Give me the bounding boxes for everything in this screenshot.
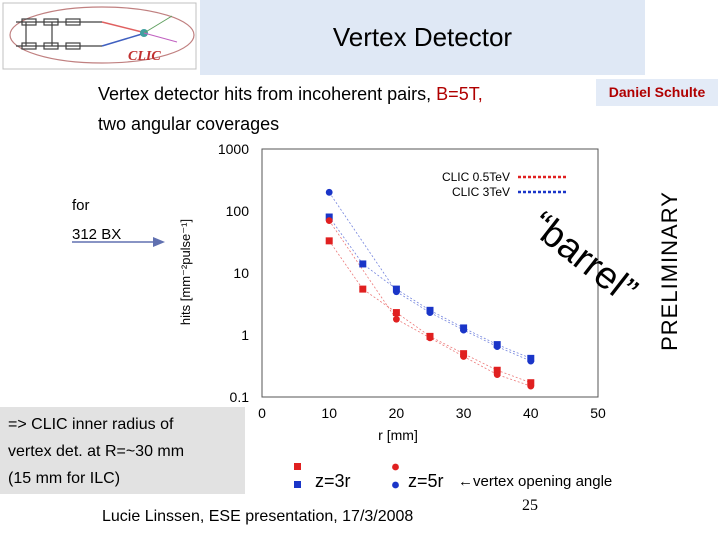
data-point (392, 309, 400, 317)
legend-marker-red (294, 463, 301, 470)
data-point (393, 288, 400, 296)
subtitle-line-1: Vertex detector hits from incoherent pai… (98, 84, 483, 105)
legend-label: CLIC 3TeV (452, 185, 510, 199)
legend-marker-blue (294, 481, 301, 488)
title-band (200, 0, 645, 75)
y-axis-label: hits [mm⁻²pulse⁻¹] (178, 219, 193, 325)
chart-axes: 0 10 20 30 40 50 0.1 1 10 100 1000 (218, 141, 606, 421)
data-point (393, 315, 400, 323)
x-tick-label: 20 (389, 405, 405, 421)
bx-arrow-head (153, 237, 165, 247)
vertex-angle-note: ←vertex opening angle (458, 473, 612, 490)
note-line-3: (15 mm for ILC) (8, 470, 121, 487)
legend-marker-label: z=5r (408, 471, 444, 491)
plot-frame (261, 148, 599, 398)
data-point (493, 343, 501, 350)
legend-label: CLIC 0.5TeV (442, 170, 510, 184)
x-tick-label: 40 (523, 405, 539, 421)
clic-logo: CLIC (2, 2, 197, 70)
author-name: Daniel Schulte (608, 84, 706, 100)
x-tick-label: 10 (321, 405, 337, 421)
data-point (493, 371, 501, 378)
data-point (426, 309, 434, 316)
x-axis-label: r [mm] (378, 427, 418, 443)
logo-text: CLIC (128, 49, 161, 64)
subtitle-line-2: two angular coverages (98, 114, 280, 134)
barrel-annotation: “barrel” (522, 210, 644, 312)
legend-marker-blue (392, 481, 399, 489)
note-line-2: vertex det. at R=~30 mm (8, 443, 185, 460)
series-line (328, 220, 531, 387)
data-point (426, 334, 434, 342)
data-point (527, 357, 535, 365)
chart-points (325, 188, 535, 390)
x-tick-label: 50 (590, 405, 606, 421)
subtitle-text: Vertex detector hits from incoherent pai… (98, 84, 437, 104)
for-label: for (72, 197, 90, 214)
series-line (328, 192, 531, 362)
y-tick-label: 1000 (218, 141, 249, 157)
note-line-1: => CLIC inner radius of (8, 416, 174, 433)
x-tick-label: 0 (258, 405, 266, 421)
preliminary-label: PRELIMINARY (657, 191, 682, 351)
data-point (325, 213, 333, 221)
data-point (493, 366, 501, 374)
slide-title: Vertex Detector (332, 22, 513, 52)
author-box (596, 79, 718, 106)
data-point (325, 237, 333, 245)
data-point (527, 382, 535, 390)
data-point (359, 285, 367, 293)
legend-marker-label: z=3r (315, 471, 351, 491)
field-strength: B=5T, (436, 84, 483, 104)
y-tick-label: 100 (226, 203, 250, 219)
data-point (359, 260, 367, 268)
legend-marker-red (392, 463, 399, 471)
data-point (325, 188, 333, 196)
page-number: 25 (522, 497, 538, 514)
y-tick-label: 0.1 (230, 389, 250, 405)
data-point (325, 217, 333, 225)
footer-text: Lucie Linssen, ESE presentation, 17/3/20… (102, 508, 414, 525)
y-tick-label: 10 (233, 265, 249, 281)
note-box (0, 407, 245, 494)
data-point (460, 353, 467, 360)
barrel-word: “barrel” (522, 210, 644, 312)
data-point (460, 326, 467, 334)
y-tick-label: 1 (241, 327, 249, 343)
x-tick-label: 30 (456, 405, 472, 421)
bx-label: 312 BX (72, 226, 122, 243)
